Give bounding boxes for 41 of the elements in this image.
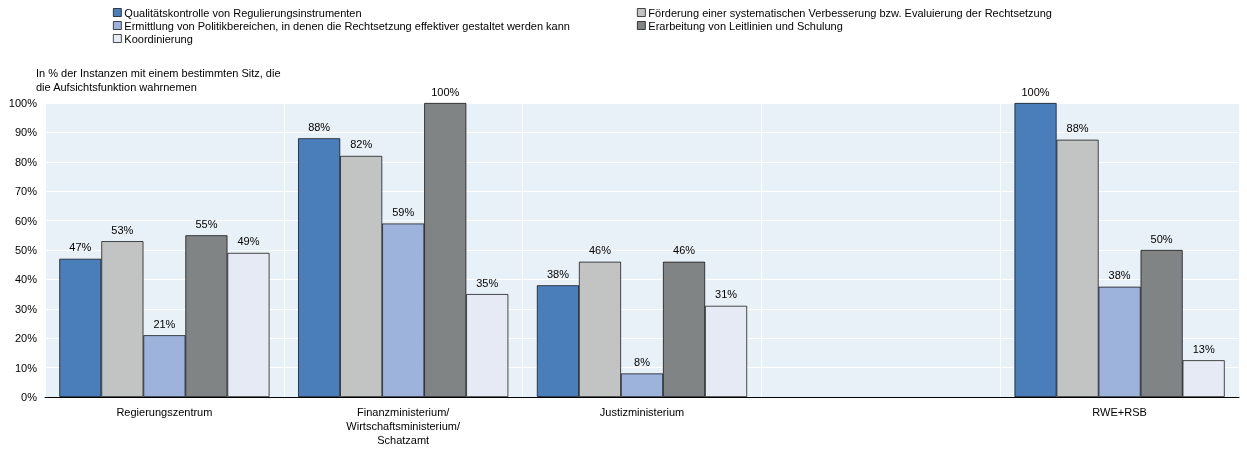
data-label: 53% (111, 223, 134, 236)
data-label: 50% (1150, 232, 1173, 245)
legend-label: Förderung einer systematischen Verbesserung bzw. Evaluierung der Rechtsetzung (648, 6, 1052, 19)
x-tick-label: RWE+RSB (1092, 406, 1147, 418)
data-label: 46% (673, 244, 696, 257)
y-tick-label: 60% (14, 214, 38, 227)
y-tick-label: 40% (14, 273, 38, 286)
data-label: 55% (195, 217, 218, 230)
legend-label: Qualitätskontrolle von Regulierungsinstrumenten (124, 6, 362, 19)
legend-label: Ermittlung von Politikbereichen, in denen die Rechtsetzung effektiver gestaltet werden kann (124, 19, 570, 32)
y-axis-title: In % der Instanzen mit einem bestimmten Sitz, die die Aufsichtsfunktion wahrnemen (36, 67, 284, 93)
data-label: 46% (588, 244, 612, 257)
x-tick-label: Justizministerium (599, 406, 685, 418)
data-label: 47% (69, 241, 92, 254)
data-label: 59% (392, 206, 415, 219)
data-label: 13% (1192, 342, 1215, 355)
data-label: 82% (350, 138, 373, 151)
y-tick-label: 20% (14, 332, 38, 345)
data-label: 38% (546, 267, 570, 280)
data-label: 100% (431, 85, 460, 98)
data-label: 88% (308, 120, 331, 133)
data-label: 100% (1021, 85, 1050, 98)
data-label: 21% (153, 317, 176, 330)
data-label: 49% (237, 235, 260, 248)
legend-label: Erarbeitung von Leitlinien und Schulung (648, 19, 843, 32)
data-label: 35% (476, 276, 499, 289)
y-tick-label: 10% (14, 361, 38, 374)
data-label: 88% (1066, 122, 1089, 135)
y-tick-label: 100% (8, 97, 38, 109)
x-tick-label: Regierungszentrum (116, 406, 213, 418)
legend-label: Koordinierung (124, 32, 193, 45)
data-label: 31% (715, 288, 738, 301)
x-tick-label: Finanzministerium/Wirtschaftsministerium/Schatzamt (346, 406, 461, 446)
y-tick-label: 0% (21, 391, 38, 403)
y-tick-label: 50% (14, 244, 38, 256)
y-tick-label: 70% (14, 185, 38, 198)
y-tick-label: 80% (14, 155, 38, 168)
y-tick-label: 90% (14, 126, 38, 139)
data-label: 8% (634, 355, 651, 368)
data-label: 38% (1108, 269, 1131, 282)
y-tick-label: 30% (14, 302, 38, 315)
